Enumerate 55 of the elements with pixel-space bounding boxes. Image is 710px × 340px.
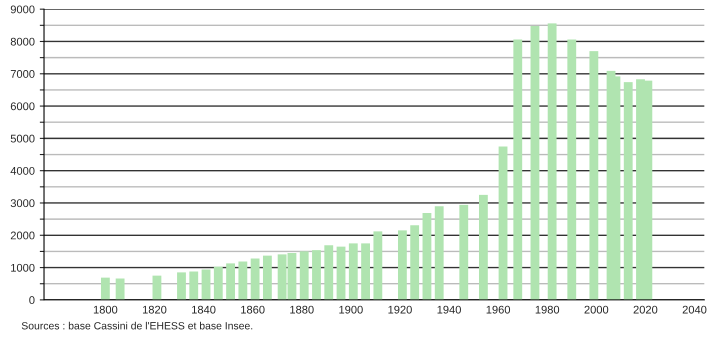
y-tick-label: 4000: [10, 166, 35, 175]
bar: [530, 26, 540, 300]
x-tick-label: 1860: [241, 306, 265, 314]
x-tick-label: 2000: [584, 306, 608, 314]
y-tick-label: 2000: [10, 232, 35, 240]
y-tick-label: 7000: [10, 70, 35, 78]
y-tick-label: 5000: [10, 134, 35, 143]
y-tick-label: 8000: [10, 38, 35, 46]
x-tick-label: 1920: [388, 306, 412, 314]
bar: [300, 251, 309, 300]
y-tick-label: 0: [29, 296, 35, 304]
bar: [202, 270, 210, 300]
bar: [100, 278, 110, 300]
x-tick-label: 1800: [94, 306, 118, 314]
x-tick-label: 2020: [634, 306, 658, 314]
y-tick-label: 1000: [11, 264, 35, 272]
bar: [324, 245, 334, 300]
x-tick-label: 1880: [290, 306, 314, 314]
bar: [250, 258, 260, 300]
bar: [116, 278, 125, 300]
bar: [177, 272, 186, 300]
bar: [624, 82, 633, 300]
bar: [398, 230, 407, 300]
bar: [238, 261, 248, 300]
bar: [189, 271, 198, 300]
bar: [498, 146, 508, 300]
bar: [513, 40, 522, 300]
bar: [361, 243, 370, 300]
bar: [478, 194, 488, 300]
x-tick-label: 2040: [682, 306, 706, 314]
source-note: Sources : base Cassini de l'EHESS et base Insee.: [22, 322, 252, 330]
bar: [434, 206, 444, 300]
bar: [262, 256, 272, 300]
y-tick-label: 3000: [10, 199, 35, 208]
x-tick-label: 1980: [536, 306, 560, 314]
x-tick-label: 1940: [438, 306, 461, 314]
bar: [152, 276, 162, 300]
bar: [373, 231, 382, 300]
bar: [226, 263, 235, 300]
bar: [422, 212, 432, 300]
bar: [348, 243, 358, 300]
bar: [548, 23, 557, 300]
bar: [214, 266, 223, 300]
x-tick-label: 1840: [192, 306, 216, 314]
x-tick-label: 1900: [339, 306, 363, 314]
y-tick-label: 6000: [10, 102, 35, 110]
bar: [336, 246, 346, 300]
bar: [459, 204, 468, 300]
x-tick-label: 1960: [486, 306, 510, 314]
bar: [312, 250, 321, 300]
bar: [589, 51, 598, 300]
y-tick-label: 9000: [10, 5, 35, 14]
x-tick-label: 1820: [142, 306, 166, 314]
bar: [567, 40, 576, 300]
bar: [410, 225, 420, 300]
